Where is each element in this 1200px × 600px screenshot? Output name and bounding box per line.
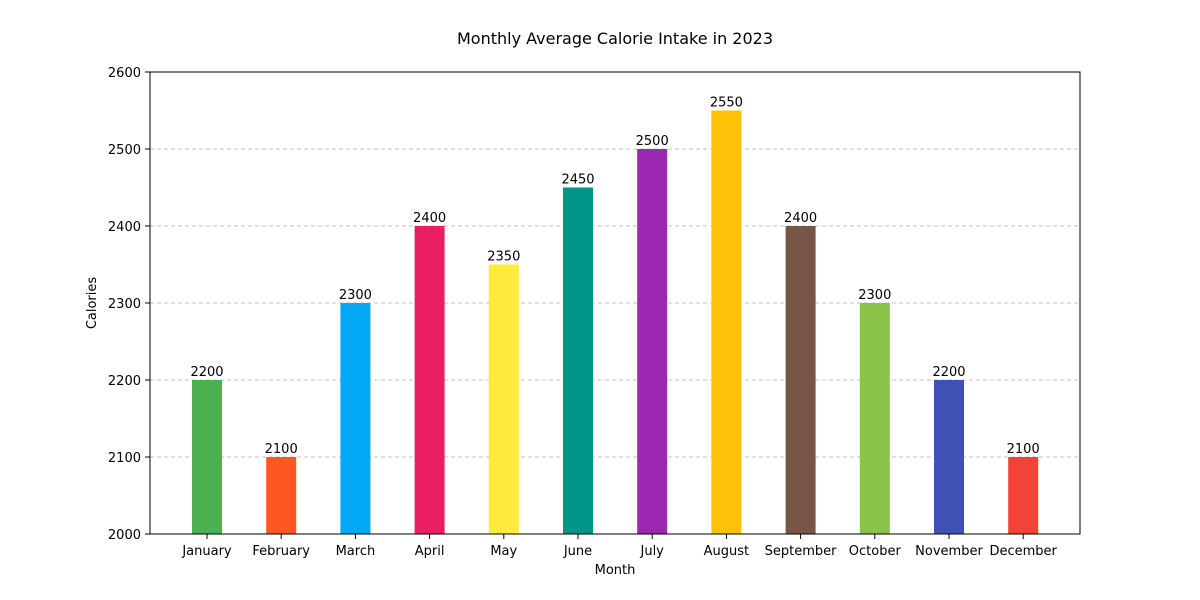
- bar-value-label: 2300: [339, 288, 372, 303]
- y-axis-ticks: 2000 2100 2200 2300 2400 2500 2600: [108, 66, 150, 543]
- y-tick-label: 2600: [108, 66, 141, 81]
- x-tick-label: February: [252, 544, 310, 559]
- bar-may: [488, 264, 519, 534]
- y-tick-label: 2300: [108, 297, 141, 312]
- bar-value-label: 2550: [710, 96, 743, 111]
- y-tick-label: 2200: [108, 374, 141, 389]
- x-tick-label: July: [640, 544, 665, 559]
- x-tick-label: January: [181, 544, 232, 559]
- bar-july: [637, 149, 668, 534]
- x-axis-title: Month: [595, 563, 636, 578]
- x-tick-label: March: [336, 544, 376, 559]
- bar-value-label: 2100: [265, 442, 298, 457]
- bar-value-label: 2200: [932, 365, 965, 380]
- bar-june: [563, 187, 593, 534]
- x-tick-label: April: [415, 544, 445, 559]
- bar-april: [414, 226, 445, 534]
- chart-title: Monthly Average Calorie Intake in 2023: [457, 29, 773, 48]
- bar-october: [859, 303, 890, 534]
- bar-value-label: 2100: [1007, 442, 1040, 457]
- bars: [192, 110, 1039, 534]
- bar-value-label: 2300: [858, 288, 891, 303]
- bar-march: [340, 303, 371, 534]
- x-tick-label: May: [490, 544, 517, 559]
- bar-value-label: 2450: [561, 173, 594, 188]
- x-tick-label: October: [849, 544, 902, 559]
- bar-january: [192, 380, 222, 534]
- bar-november: [934, 380, 964, 534]
- bar-value-label: 2500: [636, 134, 669, 149]
- y-tick-label: 2100: [108, 451, 141, 466]
- bar-february: [266, 457, 297, 534]
- bar-value-label: 2400: [413, 211, 446, 226]
- bar-value-label: 2200: [190, 365, 223, 380]
- x-tick-label: November: [915, 544, 983, 559]
- bar-september: [785, 226, 816, 534]
- bar-december: [1008, 457, 1039, 534]
- x-tick-label: December: [989, 544, 1057, 559]
- bar-value-labels: 2200 2100 2300 2400 2350 2450 2500 2550 2400 2300…: [190, 96, 1039, 458]
- y-tick-label: 2400: [108, 220, 141, 235]
- bar-value-label: 2400: [784, 211, 817, 226]
- bar-value-label: 2350: [487, 250, 520, 265]
- grid-lines: [150, 148, 1080, 458]
- bar-august: [711, 110, 742, 534]
- x-axis-ticks: January February March April May June July Augu…: [181, 534, 1058, 559]
- x-tick-label: June: [563, 544, 592, 559]
- x-tick-label: September: [765, 544, 838, 559]
- x-tick-label: August: [704, 544, 750, 559]
- y-tick-label: 2000: [108, 528, 141, 543]
- y-tick-label: 2500: [108, 143, 141, 158]
- y-axis-title: Calories: [85, 277, 100, 330]
